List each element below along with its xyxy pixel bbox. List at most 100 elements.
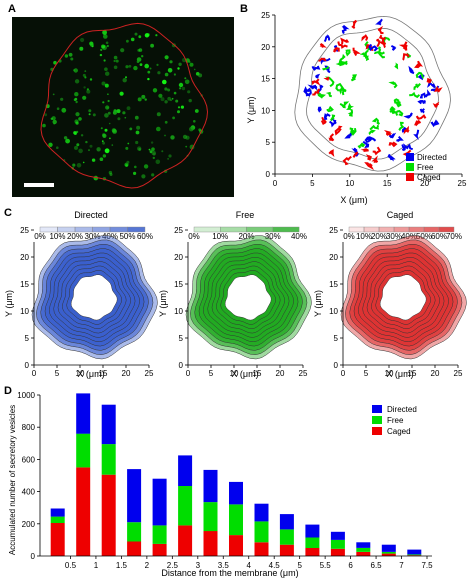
vesicle-dot bbox=[79, 46, 84, 51]
y-tick-label: 20 bbox=[20, 253, 29, 262]
vesicle-dot bbox=[99, 157, 104, 161]
y-tick-label: 10 bbox=[20, 307, 29, 316]
vesicle-dot bbox=[129, 127, 133, 131]
vesicle-dot bbox=[152, 156, 155, 160]
vesicle-dot bbox=[101, 140, 104, 143]
directed-track bbox=[396, 135, 404, 143]
vesicle-dot bbox=[113, 59, 116, 63]
vesicle-dot bbox=[74, 145, 78, 150]
x-tick-label: 20 bbox=[122, 369, 131, 378]
free-track bbox=[398, 121, 405, 131]
vesicle-dot bbox=[42, 123, 46, 128]
vesicle-dot bbox=[179, 87, 182, 90]
vesicle-dot bbox=[68, 52, 73, 57]
bar-caged bbox=[50, 523, 65, 556]
x-tick-label: 4 bbox=[247, 561, 252, 570]
caged-track bbox=[351, 19, 358, 29]
x-tick-label: 2 bbox=[145, 561, 150, 570]
vesicle-dot bbox=[80, 37, 85, 43]
y-tick-label: 200 bbox=[22, 520, 36, 529]
free-track bbox=[338, 53, 346, 65]
panel-d: D Distance from the membrane (μm) Accumu… bbox=[0, 385, 474, 579]
free-track bbox=[389, 109, 397, 115]
free-track bbox=[350, 74, 358, 82]
vesicle-dot bbox=[167, 96, 172, 101]
vesicle-dot bbox=[101, 81, 106, 86]
bar-directed bbox=[279, 514, 294, 530]
scale-label: 50% bbox=[119, 232, 135, 241]
vesicle-dot bbox=[195, 72, 200, 76]
x-tick-label: 2.5 bbox=[167, 561, 179, 570]
vesicle-dot bbox=[105, 71, 110, 76]
x-tick-label: 6.5 bbox=[371, 561, 383, 570]
vesicle-dot bbox=[138, 35, 142, 39]
x-tick-label: 0.5 bbox=[65, 561, 77, 570]
scale-segment bbox=[127, 226, 146, 233]
caged-track bbox=[432, 101, 440, 108]
vesicle-dot bbox=[173, 91, 177, 95]
density-map-directed: Directed 0% 10% 20% 30% 40% 50% 60% 0 5 10 15 20 25 0 5… bbox=[4, 210, 158, 379]
caged-track bbox=[318, 57, 327, 62]
y-tick-label: 20 bbox=[329, 253, 338, 262]
bar-caged bbox=[152, 543, 167, 556]
caged-track bbox=[328, 149, 335, 158]
directed-track bbox=[364, 136, 373, 142]
free-track bbox=[338, 87, 347, 96]
x-tick-label: 25 bbox=[458, 179, 467, 188]
scale-label: 10% bbox=[356, 232, 372, 241]
bar-free bbox=[381, 552, 396, 554]
bar-free bbox=[229, 504, 243, 536]
vesicle-dot bbox=[86, 88, 89, 91]
y-tick-label: 5 bbox=[266, 138, 271, 147]
bar-directed bbox=[229, 481, 243, 505]
caged-track bbox=[312, 88, 321, 96]
free-track bbox=[322, 66, 329, 71]
y-tick-label: 15 bbox=[261, 75, 270, 84]
bar-caged bbox=[229, 535, 243, 556]
bar-directed bbox=[407, 549, 422, 555]
vesicle-dot bbox=[187, 90, 191, 94]
vesicle-dot bbox=[92, 113, 96, 117]
y-tick-label: 20 bbox=[174, 253, 183, 262]
vesicle-dot bbox=[150, 43, 155, 48]
vesicle-dot bbox=[164, 55, 169, 60]
y-tick-label: 1000 bbox=[17, 391, 35, 400]
vesicle-dot bbox=[164, 72, 169, 77]
caged-track bbox=[340, 37, 350, 45]
bar-directed bbox=[101, 404, 116, 445]
vesicle-dot bbox=[86, 89, 91, 94]
caged-track bbox=[414, 60, 424, 69]
bar-caged bbox=[356, 552, 371, 556]
x-tick-label: 0 bbox=[186, 369, 191, 378]
vesicle-dot bbox=[72, 163, 76, 167]
directed-track bbox=[314, 73, 321, 79]
panel-a: A bbox=[0, 0, 236, 200]
directed-track bbox=[311, 65, 321, 71]
free-track bbox=[415, 71, 424, 79]
y-tick-label: 600 bbox=[22, 455, 36, 464]
vesicle-dot bbox=[73, 131, 77, 135]
bar-caged bbox=[407, 555, 422, 556]
panel-d-letter: D bbox=[4, 385, 12, 397]
free-track bbox=[395, 110, 404, 117]
vesicle-dot bbox=[158, 93, 163, 98]
vesicle-dot bbox=[126, 160, 130, 164]
vesicle-dot bbox=[135, 130, 140, 135]
vesicle-dot bbox=[108, 170, 113, 175]
vesicle-dot bbox=[128, 64, 132, 68]
scale-label: 0% bbox=[188, 232, 200, 241]
vesicle-dot bbox=[133, 65, 138, 71]
panel-c: C Directed 0% 10% 20% 30% 40% 50% 60% 0 5 10 15 20 25… bbox=[0, 205, 474, 385]
vesicle-dot bbox=[120, 48, 125, 53]
vesicle-dot bbox=[144, 33, 150, 38]
x-tick-label: 25 bbox=[145, 369, 154, 378]
x-tick-label: 15 bbox=[383, 179, 392, 188]
bar-directed bbox=[305, 524, 320, 538]
vesicle-dot bbox=[80, 134, 84, 137]
y-tick-label: 10 bbox=[174, 307, 183, 316]
panel-b: B 0 5 10 15 20 25 0 5 10 15 20 25 X (μm) Y (μm) Dir… bbox=[236, 0, 474, 205]
x-tick-label: 5 bbox=[297, 561, 302, 570]
free-track bbox=[388, 81, 398, 89]
bar-directed bbox=[178, 455, 193, 486]
